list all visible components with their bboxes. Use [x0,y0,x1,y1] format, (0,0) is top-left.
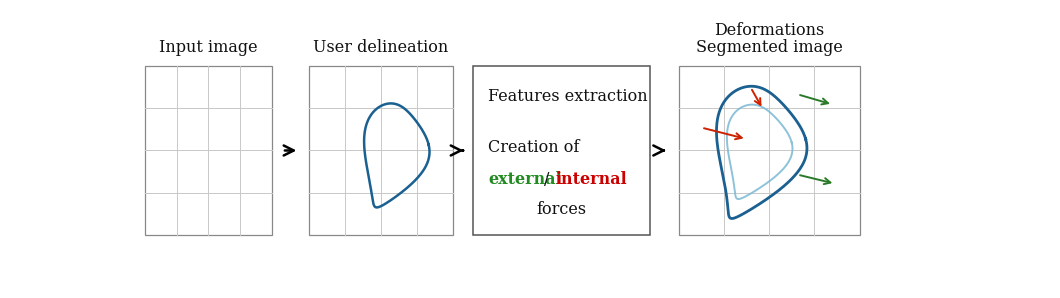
Text: Features extraction: Features extraction [489,88,648,105]
Bar [474,66,650,235]
Text: Input image: Input image [159,39,258,56]
Text: Creation of: Creation of [489,139,580,156]
Text: external: external [489,171,562,188]
Text: /: / [544,171,549,188]
Bar [310,66,453,235]
Text: forces: forces [536,201,587,218]
Text: Deformations: Deformations [714,22,825,39]
Bar [678,66,860,235]
Bar [145,66,272,235]
Text: internal: internal [555,171,628,188]
Text: Segmented image: Segmented image [695,39,843,56]
Text: User delineation: User delineation [314,39,448,56]
